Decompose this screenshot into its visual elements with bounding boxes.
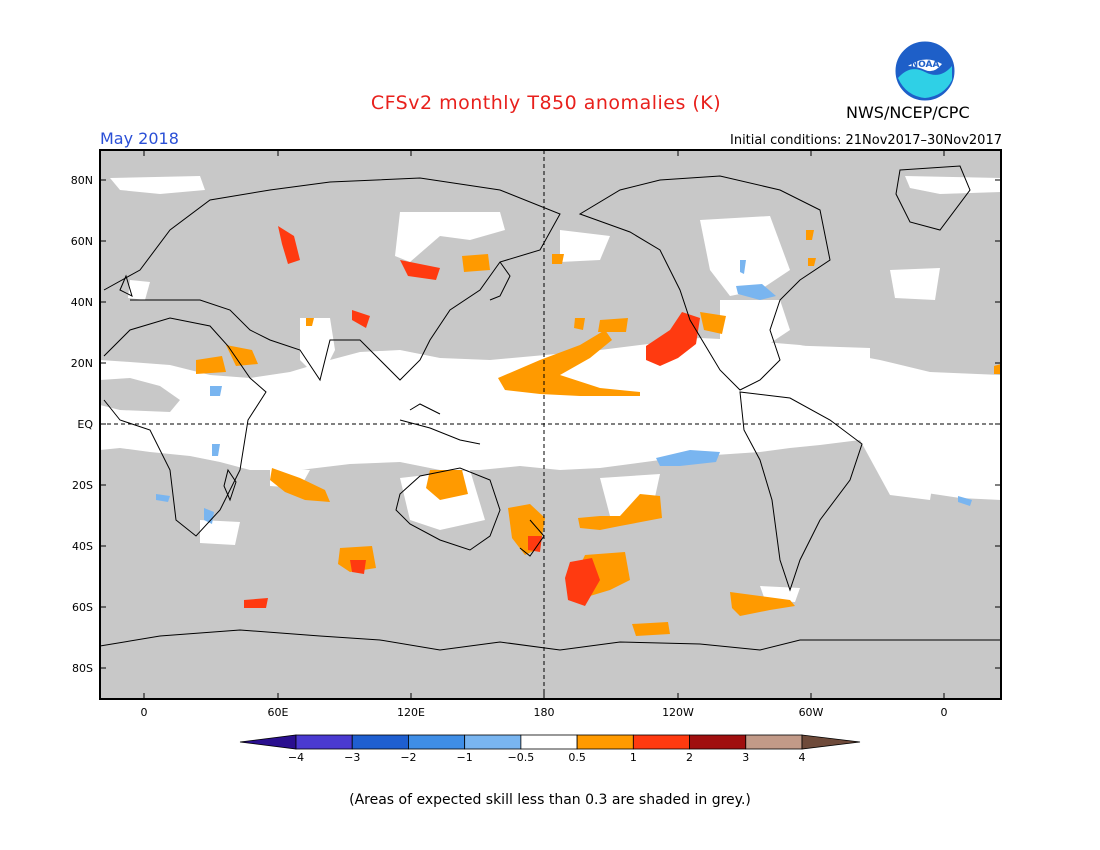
anomaly-warm-1-to-2: [244, 226, 700, 608]
map-title: CFSv2 monthly T850 anomalies (K): [370, 92, 722, 114]
colorbar-swatch: [408, 734, 466, 750]
initial-conditions: Initial conditions: 21Nov2017–30Nov2017: [730, 133, 1002, 148]
noaa-logo: NOAA: [894, 40, 956, 102]
lon-tick-marks: [143, 150, 945, 699]
lat-label: 80S: [72, 662, 93, 675]
lat-label: 60S: [72, 601, 93, 614]
lon-label: 60W: [799, 706, 824, 719]
colorbar-swatch: [576, 734, 634, 750]
colorbar-label: −4: [288, 751, 304, 764]
lat-label: 40S: [72, 540, 93, 553]
colorbar-label: −1: [457, 751, 473, 764]
lon-label: 120W: [662, 706, 694, 719]
lat-label: 40N: [71, 296, 93, 309]
lon-label: 120E: [397, 706, 425, 719]
lon-label: 60E: [268, 706, 289, 719]
colorbar-arrow-low: [239, 734, 297, 750]
lat-label: EQ: [77, 418, 93, 431]
colorbar-label: 1: [630, 751, 637, 764]
colorbar-swatch: [351, 734, 409, 750]
lat-label: 20N: [71, 357, 93, 370]
anomaly-cool: [156, 260, 972, 524]
lon-labels: 0 60E 120E 180 120W 60W 0: [141, 706, 948, 719]
lat-labels: 80N 60N 40N 20N EQ 20S 40S 60S 80S: [71, 174, 94, 675]
colorbar-label: 2: [686, 751, 693, 764]
valid-month: May 2018: [100, 129, 179, 148]
lat-label: 60N: [71, 235, 93, 248]
lat-label: 20S: [72, 479, 93, 492]
colorbar-swatch: [520, 734, 578, 750]
colorbar-label: 0.5: [568, 751, 586, 764]
coastlines: [99, 165, 1001, 651]
caption: (Areas of expected skill less than 0.3 a…: [349, 792, 751, 808]
lon-label: 0: [941, 706, 948, 719]
colorbar-label: −3: [344, 751, 360, 764]
colorbar-label: 3: [742, 751, 749, 764]
colorbar-swatch: [632, 734, 690, 750]
colorbar: −4 −3 −2 −1 −0.5 0.5 1 2 3 4: [239, 734, 861, 764]
colorbar-swatch: [689, 734, 747, 750]
colorbar-label: −2: [400, 751, 416, 764]
logo-text: NOAA: [911, 60, 940, 70]
anomaly-warm-0-5-to-1: [196, 230, 1001, 636]
lon-label: 0: [141, 706, 148, 719]
lat-tick-marks: [100, 179, 1001, 669]
lat-label: 80N: [71, 174, 93, 187]
lon-label: 180: [534, 706, 555, 719]
colorbar-label: −0.5: [508, 751, 535, 764]
colorbar-arrow-high: [801, 734, 861, 750]
agency-label: NWS/NCEP/CPC: [846, 103, 970, 122]
colorbar-swatch: [464, 734, 522, 750]
colorbar-label: 4: [799, 751, 806, 764]
colorbar-swatch: [295, 734, 353, 750]
colorbar-swatch: [745, 734, 803, 750]
